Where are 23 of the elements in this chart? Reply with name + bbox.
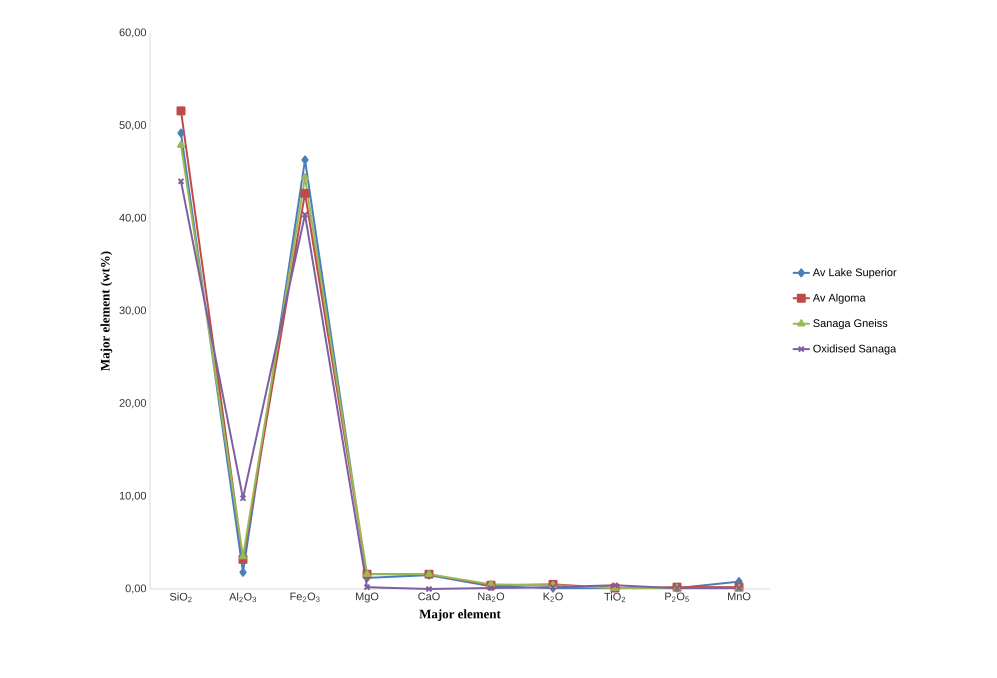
x-tick-label: Na$_{2}$O — [478, 592, 504, 602]
y-tick-label: 50,00 — [119, 121, 146, 130]
x-tick-label: K$_{2}$O — [544, 592, 563, 602]
x-tick-label: Fe$_{2}$O$_{3}$ — [290, 592, 320, 602]
y-tick-label: 60,00 — [120, 28, 146, 38]
x-tick-label: CaO — [418, 592, 440, 600]
y-tick-label: 20,00 — [120, 399, 146, 408]
x-tick-label: MgO — [356, 592, 378, 602]
x-tick-label: TiO$_{2}$ — [604, 592, 626, 602]
y-tick-label: 30,00 — [119, 306, 146, 316]
y-axis-title: Major element (wt%) — [100, 252, 112, 371]
y-tick-label: 40,00 — [119, 214, 146, 223]
legend-label: Oxidised Sanaga — [813, 344, 896, 355]
y-tick-label: 10,00 — [120, 492, 146, 501]
legend-label: Sanaga Gneiss — [813, 318, 888, 330]
legend-label: Av Algoma — [812, 294, 866, 304]
x-tick-label: MnO — [728, 592, 750, 600]
x-tick-label: Al$_{2}$O$_{3}$ — [229, 592, 256, 602]
legend-label: Av Lake Superior — [812, 268, 896, 278]
x-tick-label: SiO$_{2}$ — [170, 592, 192, 602]
x-tick-label: P$_{2}$O$_{5}$ — [665, 592, 689, 602]
x-axis-title: Major element — [419, 609, 501, 622]
y-tick-label: 0,00 — [126, 584, 146, 594]
